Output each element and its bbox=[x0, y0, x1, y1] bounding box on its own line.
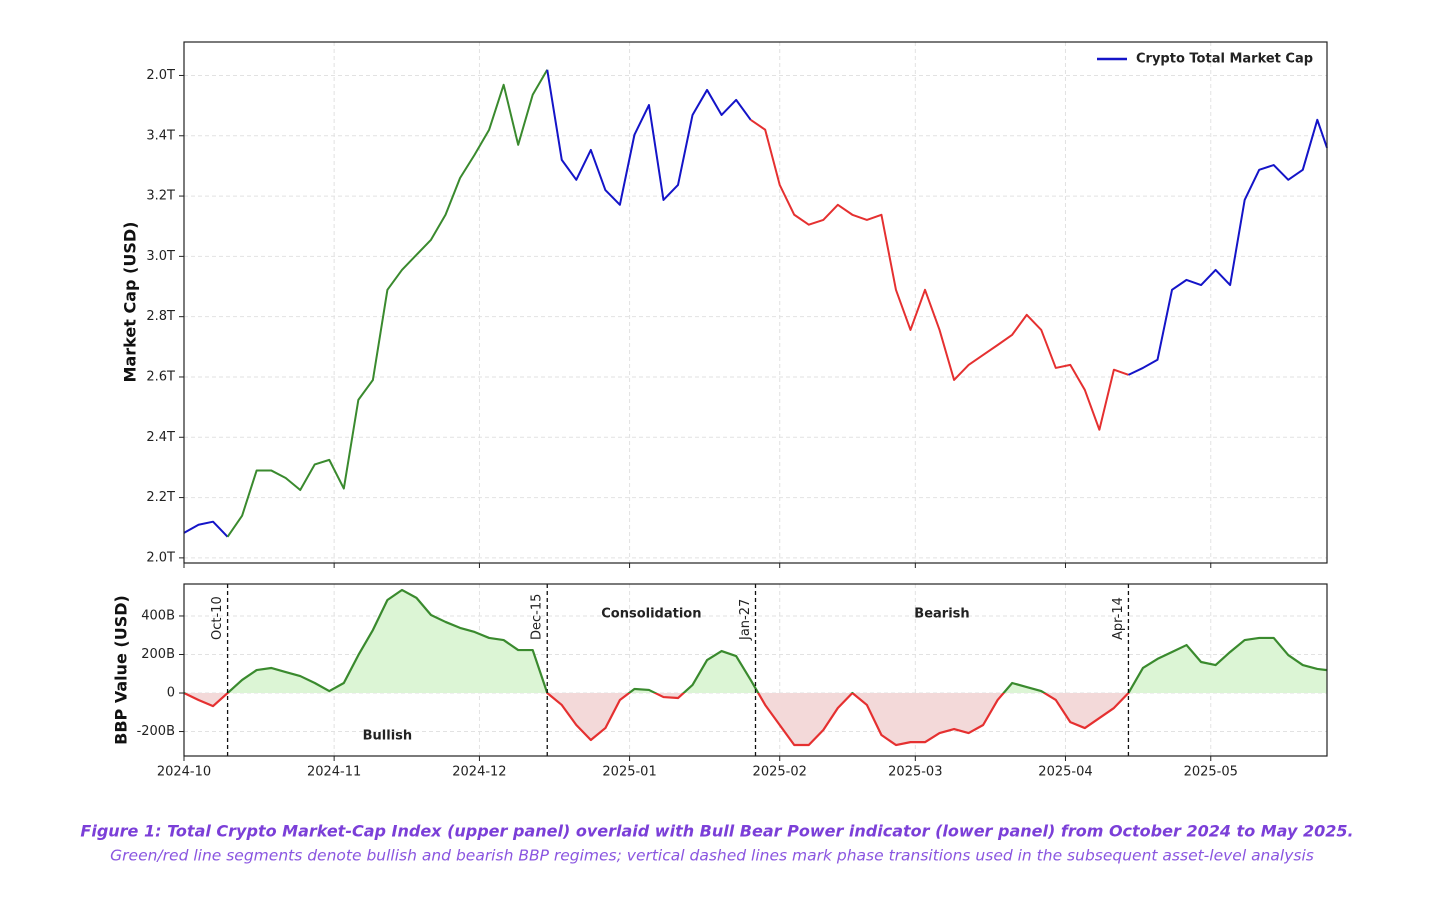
y-tick-label: 2.6T bbox=[146, 369, 175, 384]
y-axis-label: Market Cap (USD) bbox=[121, 222, 140, 383]
y-tick-label: 2.0T bbox=[146, 68, 175, 83]
bbp-line bbox=[183, 588, 1328, 747]
y-tick-label: 2.8T bbox=[146, 309, 175, 324]
plot-frame bbox=[183, 583, 1328, 757]
series-line bbox=[546, 69, 752, 206]
transition-label: Dec-15 bbox=[530, 594, 545, 640]
y-tick-label: 0 bbox=[167, 686, 175, 701]
phase-label: Bullish bbox=[363, 729, 413, 744]
y-axis-label: BBP Value (USD) bbox=[112, 595, 131, 745]
area-fill bbox=[184, 589, 1327, 746]
x-tick-label: 2025-04 bbox=[1038, 765, 1092, 780]
phase-label: Bearish bbox=[914, 607, 969, 622]
y-tick-label: 2.0T bbox=[146, 550, 175, 565]
y-tick-label: 400B bbox=[141, 608, 175, 623]
series-line bbox=[750, 118, 1129, 431]
caption-title: Figure 1: Total Crypto Market-Cap Index … bbox=[80, 822, 1353, 841]
y-tick-label: 2.2T bbox=[146, 490, 175, 505]
y-tick-label: 3.4T bbox=[146, 128, 175, 143]
transition-label: Apr-14 bbox=[1111, 597, 1126, 640]
series-line bbox=[226, 69, 549, 538]
series-line bbox=[1127, 118, 1328, 376]
x-tick-label: 2025-02 bbox=[753, 765, 807, 780]
x-tick-label: 2025-01 bbox=[602, 765, 656, 780]
transition-label: Jan-27 bbox=[738, 599, 753, 641]
legend-label: Crypto Total Market Cap bbox=[1136, 52, 1313, 67]
x-tick-label: 2024-12 bbox=[452, 765, 506, 780]
x-tick-label: 2025-05 bbox=[1184, 765, 1238, 780]
series-line bbox=[183, 520, 229, 538]
x-tick-label: 2025-03 bbox=[888, 765, 942, 780]
transition-label: Oct-10 bbox=[210, 596, 225, 640]
y-tick-label: 2.4T bbox=[146, 430, 175, 445]
caption-text: Green/red line segments denote bullish a… bbox=[110, 847, 1314, 865]
y-tick-label: 200B bbox=[141, 647, 175, 662]
x-tick-label: 2024-10 bbox=[157, 765, 211, 780]
x-tick-label: 2024-11 bbox=[307, 765, 361, 780]
y-tick-label: 3.2T bbox=[146, 189, 175, 204]
y-tick-label: 3.0T bbox=[146, 249, 175, 264]
phase-label: Consolidation bbox=[601, 607, 701, 622]
plot-frame bbox=[183, 41, 1328, 564]
y-tick-label: -200B bbox=[137, 724, 175, 739]
